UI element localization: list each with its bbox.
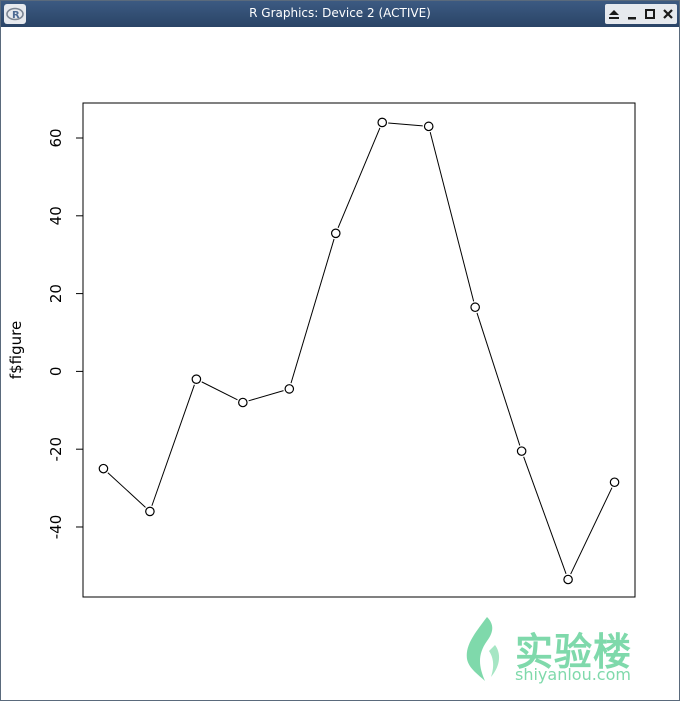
data-point: [238, 397, 248, 408]
plot-canvas: -40 -20 0 20 40 60 f$figure: [1, 27, 679, 700]
maximize-button[interactable]: [643, 7, 657, 21]
series-line-segment: [523, 456, 567, 575]
series-line-segment: [337, 127, 381, 228]
series-line-segment: [570, 487, 613, 575]
shiyanlou-logo-icon: [466, 617, 500, 681]
series-line-segment: [107, 472, 146, 508]
data-point: [563, 574, 573, 585]
series-line-segment: [388, 122, 423, 127]
y-tick-label: 40: [47, 206, 65, 225]
minimize-button[interactable]: [625, 7, 639, 21]
close-button[interactable]: [661, 7, 675, 21]
r-logo-icon: R: [6, 7, 24, 21]
data-point: [191, 374, 202, 384]
series-line-segment: [201, 381, 238, 401]
y-tick-label: 0: [47, 367, 65, 377]
data-point: [330, 228, 341, 239]
series-line-segment: [429, 132, 475, 302]
maximize-icon: [645, 9, 655, 19]
watermark-text-cn: 实验楼: [515, 630, 633, 674]
plot-frame: [82, 102, 636, 598]
series-line-segment: [151, 384, 195, 506]
minimize-icon: [628, 17, 636, 20]
series-line-segment: [476, 312, 521, 446]
y-tick-label: 20: [47, 284, 65, 303]
line-chart: -40 -20 0 20 40 60 f$figure: [7, 102, 636, 598]
shiyanlou-watermark: 实验楼 shiyanlou.com: [461, 615, 661, 687]
window-controls: [605, 4, 677, 24]
window-title: R Graphics: Device 2 (ACTIVE): [249, 6, 431, 20]
eject-button[interactable]: [607, 7, 621, 21]
data-point: [98, 463, 109, 474]
data-point: [284, 384, 295, 394]
data-point: [609, 477, 620, 488]
data-point: [516, 446, 527, 456]
title-bar[interactable]: R R Graphics: Device 2 (ACTIVE): [1, 1, 679, 27]
y-tick-label: -40: [47, 515, 65, 540]
series-line-segment: [248, 390, 284, 402]
close-icon: [663, 9, 673, 19]
data-point: [423, 121, 434, 132]
watermark-text-en: shiyanlou.com: [515, 665, 631, 684]
eject-icon: [609, 10, 619, 19]
svg-text:R: R: [12, 10, 20, 21]
y-tick-label: -20: [47, 437, 65, 462]
data-point: [145, 506, 155, 517]
data-point: [470, 302, 480, 313]
r-app-icon[interactable]: R: [4, 4, 26, 24]
y-axis-label: f$figure: [7, 321, 25, 379]
data-point: [377, 117, 388, 128]
y-tick-label: 60: [47, 128, 65, 147]
series-line-segment: [290, 238, 335, 384]
